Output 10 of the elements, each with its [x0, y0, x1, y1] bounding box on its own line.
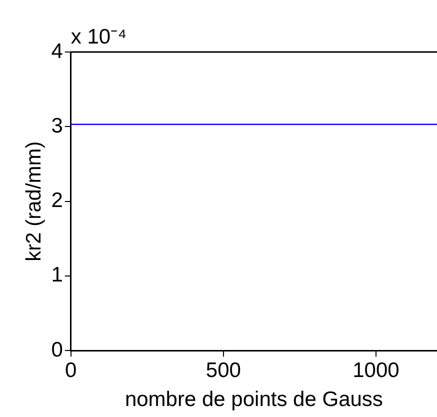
- x-axis-title: nombre de points de Gauss: [124, 388, 383, 412]
- text: x 10⁻⁴: [70, 25, 127, 48]
- y-axis-title: kr2 (rad/mm): [22, 141, 46, 262]
- y-tick-label: 1: [51, 264, 63, 287]
- y-tick-label: 3: [51, 114, 63, 138]
- y-tick-label: 4: [51, 40, 64, 63]
- x-tick-label: 1000: [352, 358, 400, 382]
- x-tick-label: 500: [206, 358, 241, 382]
- y-tick-label: 0: [51, 338, 63, 362]
- y-tick-label: 2: [51, 189, 63, 212]
